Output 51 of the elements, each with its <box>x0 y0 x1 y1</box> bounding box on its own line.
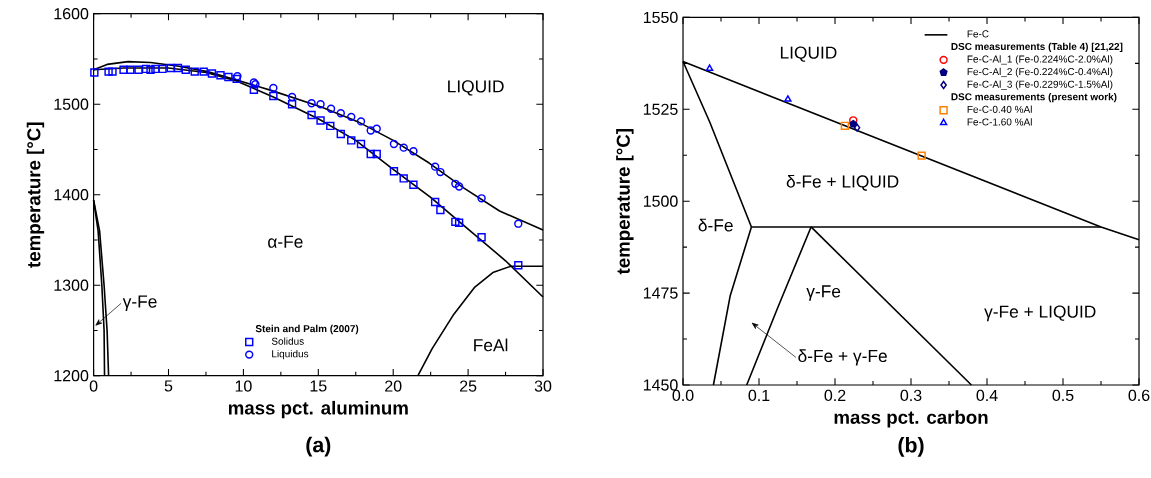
text: (b) <box>898 436 924 457</box>
x-tick-label: 0 <box>89 380 98 392</box>
y-tick-label: 1500 <box>643 195 678 207</box>
y-tick-label: 1525 <box>643 103 678 115</box>
x-tick-label: 0.4 <box>976 389 998 402</box>
legend-title: Stein and Palm (2007) <box>255 324 359 335</box>
y-tick-label: 1450 <box>643 379 678 391</box>
annotation: LIQUID <box>780 46 837 62</box>
annotation: δ-Fe <box>698 218 733 232</box>
x-tick-label: 0.6 <box>1128 389 1150 402</box>
legend-label: Fe-C <box>967 30 989 38</box>
y-axis-title: temperature [°C] <box>616 129 634 275</box>
text: (a) <box>306 436 331 457</box>
y-tick-label: 1500 <box>54 98 89 110</box>
annotation: γ-Fe <box>806 285 841 301</box>
x-tick-label: 10 <box>235 380 252 392</box>
y-axis-title: temperature [°C] <box>26 122 45 268</box>
annotation: γ-Fe + LIQUID <box>984 305 1096 322</box>
x-axis-title: mass pct. aluminum <box>228 400 408 419</box>
legend-label: Fe-C-1.60 %Al <box>967 118 1032 126</box>
legend-label: Liquidus <box>272 350 309 360</box>
y-tick-label: 1475 <box>643 287 678 299</box>
annotation: δ-Fe + LIQUID <box>786 174 899 191</box>
annotation: DSC measurements (Table 4) [21,22] <box>951 42 1123 52</box>
x-tick-label: 25 <box>460 380 477 392</box>
y-tick-label: 1600 <box>54 8 89 20</box>
x-tick-label: 5 <box>164 380 173 392</box>
legend-label: Fe-C-Al_3 (Fe-0.229%C-1.5%Al) <box>967 80 1113 90</box>
legend-label: Fe-C-Al_2 (Fe-0.224%C-0.4%Al) <box>967 67 1113 78</box>
x-tick-label: 0.5 <box>1052 389 1074 402</box>
annotation: LIQUID <box>448 80 504 96</box>
legend-label: Fe-C-0.40 %Al <box>967 105 1032 113</box>
x-tick-label: 0.2 <box>824 389 846 402</box>
y-tick-label: 1200 <box>54 370 89 382</box>
y-tick-label: 1300 <box>54 279 89 291</box>
annotation: α-Fe <box>268 235 303 248</box>
x-axis-title: mass pct. carbon <box>834 410 988 428</box>
x-tick-label: 15 <box>310 380 327 392</box>
legend-label: Solidus <box>271 337 304 345</box>
x-tick-label: 0.0 <box>672 389 694 402</box>
annotation: γ-Fe <box>122 295 157 312</box>
x-tick-label: 0.3 <box>900 389 922 402</box>
x-tick-label: 30 <box>534 380 552 392</box>
y-tick-label: 1550 <box>643 11 678 24</box>
x-tick-label: 20 <box>385 380 402 392</box>
annotation: FeAl <box>474 338 508 352</box>
annotation: δ-Fe + γ-Fe <box>798 349 887 366</box>
legend-label: Fe-C-Al_1 (Fe-0.224%C-2.0%Al) <box>967 55 1113 65</box>
y-tick-label: 1400 <box>54 189 89 201</box>
annotation: DSC measurements (present work) <box>951 92 1117 103</box>
x-tick-label: 0.1 <box>748 389 770 402</box>
